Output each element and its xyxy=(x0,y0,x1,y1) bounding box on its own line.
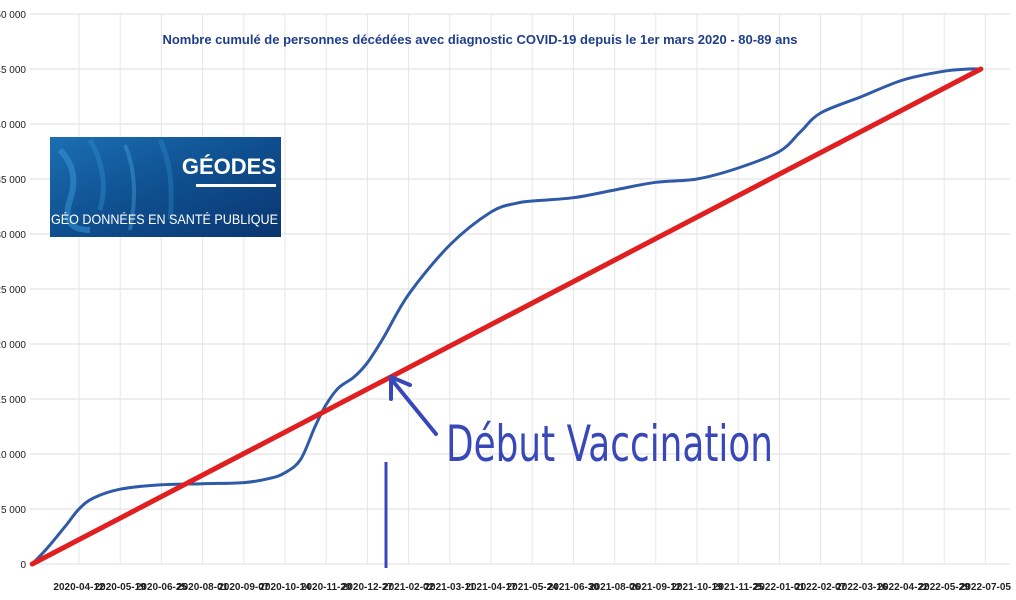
x-tick-label: 2021-08-06 xyxy=(589,582,641,593)
x-tick-label: 2021-11-25 xyxy=(713,582,764,593)
y-tick-label: 50 000 xyxy=(0,10,26,21)
y-tick-label: 15 000 xyxy=(0,395,26,406)
x-tick-label: 2022-03-16 xyxy=(836,582,888,593)
annotation: Début Vaccination xyxy=(384,375,773,568)
x-tick-label: 2022-07-05 xyxy=(960,582,1012,593)
x-tick-label: 2020-05-19 xyxy=(95,582,147,593)
x-tick-label: 2021-02-02 xyxy=(383,582,435,593)
x-tick-label: 2020-04-12 xyxy=(53,582,105,593)
x-tick-label: 2021-05-24 xyxy=(507,582,559,593)
x-tick-label: 2021-03-11 xyxy=(424,582,475,593)
x-tick-label: 2022-05-29 xyxy=(919,582,971,593)
y-tick-label: 25 000 xyxy=(0,285,26,296)
chart-title: Nombre cumulé de personnes décédées avec… xyxy=(162,32,797,47)
y-tick-label: 40 000 xyxy=(0,120,26,131)
annotation-label: Début Vaccination xyxy=(446,415,773,473)
y-tick-label: 20 000 xyxy=(0,340,26,351)
x-tick-label: 2022-02-07 xyxy=(795,582,847,593)
x-tick-label: 2021-06-30 xyxy=(548,582,600,593)
y-tick-label: 0 xyxy=(20,560,26,571)
y-tick-label: 35 000 xyxy=(0,175,26,186)
gridlines xyxy=(30,13,1010,565)
x-tick-label: 2020-11-20 xyxy=(301,582,352,593)
x-tick-label: 2020-09-07 xyxy=(218,582,270,593)
series-line-cumulative-deaths xyxy=(30,67,983,566)
x-axis: 2020-04-122020-05-192020-06-252020-08-01… xyxy=(53,582,1011,593)
x-tick-label: 2020-10-14 xyxy=(259,582,311,593)
x-tick-label: 2021-04-17 xyxy=(465,582,517,593)
x-tick-label: 2020-06-25 xyxy=(136,582,188,593)
x-tick-label: 2020-12-27 xyxy=(342,582,394,593)
logo-title: GÉODES xyxy=(182,154,276,179)
y-tick-label: 10 000 xyxy=(0,450,26,461)
y-tick-label: 45 000 xyxy=(0,65,26,76)
annotation-arrow xyxy=(390,378,438,436)
series-line-trend xyxy=(29,66,984,567)
geodes-logo: GÉODES GÉO DONNÉES EN SANTÉ PUBLIQUE xyxy=(50,137,281,237)
x-tick-label: 2022-01-01 xyxy=(754,582,806,593)
y-tick-label: 5 000 xyxy=(1,505,26,516)
series-group xyxy=(29,66,984,567)
x-tick-label: 2021-10-19 xyxy=(671,582,723,593)
y-tick-label: 30 000 xyxy=(0,230,26,241)
annotation-arrowhead xyxy=(389,375,412,401)
logo-subtitle: GÉO DONNÉES EN SANTÉ PUBLIQUE xyxy=(51,211,278,227)
x-tick-label: 2022-04-22 xyxy=(877,582,929,593)
x-tick-label: 2021-09-12 xyxy=(630,582,682,593)
x-tick-label: 2020-08-01 xyxy=(177,582,229,593)
y-axis: 0 5 000 10 000 15 000 20 000 25 000 30 000 35 0… xyxy=(0,10,26,571)
